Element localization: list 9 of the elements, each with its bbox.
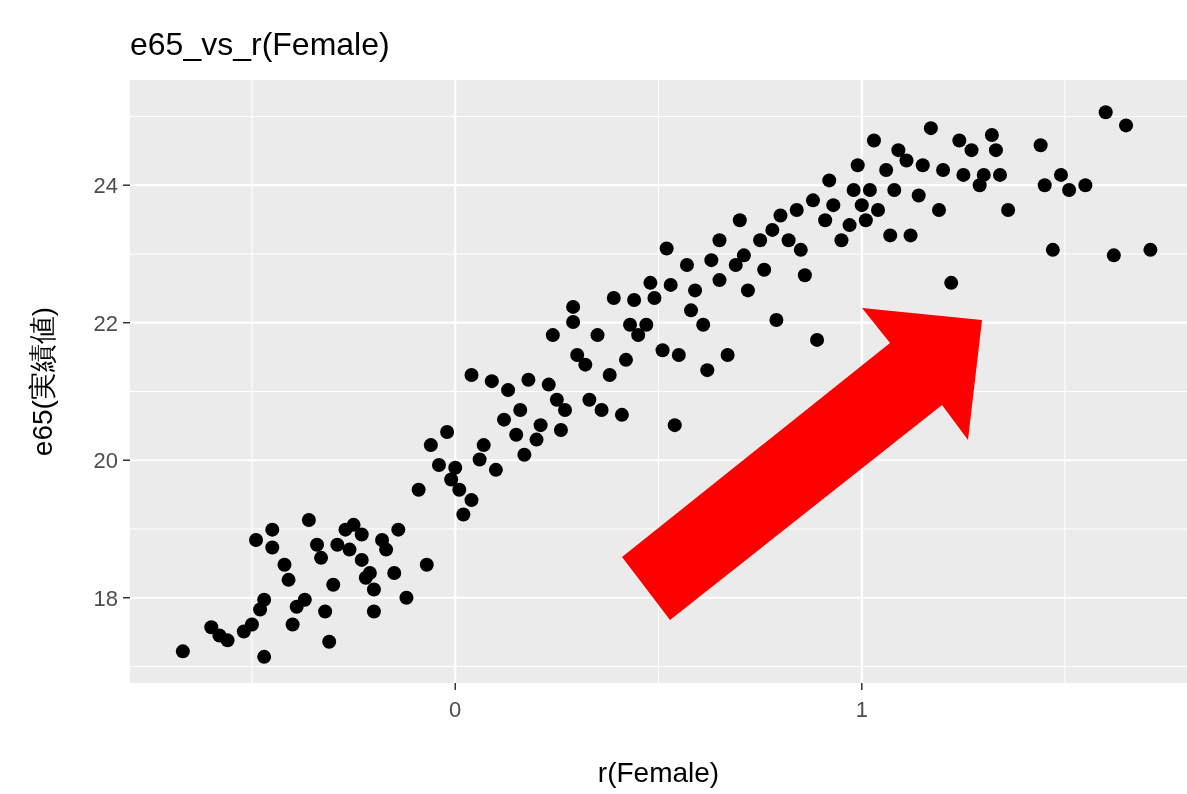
x-tick-label: 1 [855, 697, 868, 722]
chart-title: e65_vs_r(Female) [130, 26, 390, 62]
x-axis-title: r(Female) [597, 757, 720, 788]
y-tick-label: 18 [93, 585, 118, 611]
y-tick-label: 20 [93, 448, 118, 474]
y-tick-label: 24 [93, 173, 118, 199]
y-tick-label: 22 [93, 310, 118, 336]
y-axis-title: e65(実績値) [27, 306, 58, 457]
x-tick-label: 0 [449, 697, 462, 722]
